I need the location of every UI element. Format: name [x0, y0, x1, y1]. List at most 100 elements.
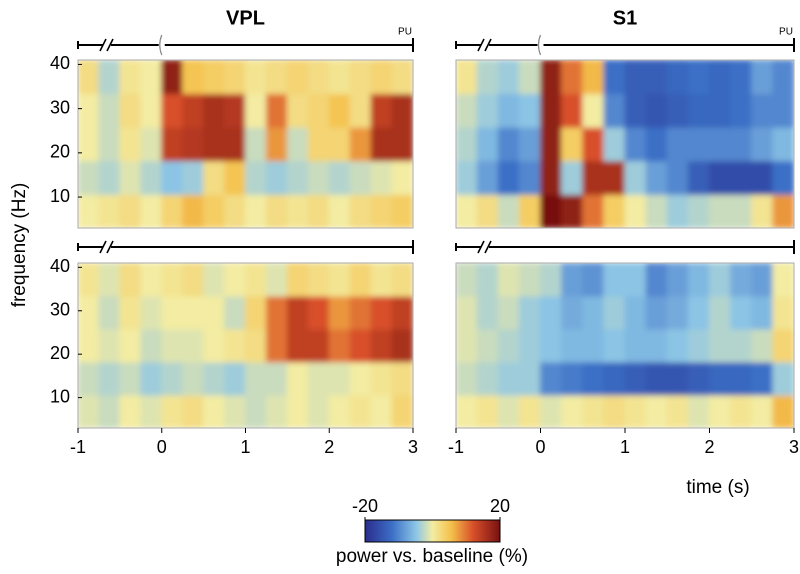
- colorbar: [364, 519, 501, 543]
- heatmap-cell: [561, 126, 584, 162]
- heatmap-cell: [203, 394, 226, 428]
- heatmap-cell: [666, 60, 689, 95]
- heatmap: [78, 60, 413, 228]
- heatmap-cell: [203, 328, 226, 363]
- heatmap-cell: [161, 295, 184, 330]
- heatmap-cell: [456, 60, 478, 95]
- heatmap-cell: [603, 328, 626, 363]
- heatmap-cell: [307, 126, 330, 162]
- heatmap-cell: [224, 328, 246, 363]
- heatmap-cell: [224, 93, 246, 128]
- heatmap-cell: [497, 93, 520, 128]
- heatmap-cell: [709, 361, 732, 396]
- heatmap-cell: [182, 328, 205, 363]
- heatmap-cell: [561, 263, 584, 297]
- heatmap-cell: [772, 328, 794, 363]
- heatmap-cell: [349, 394, 372, 428]
- heatmap-cell: [603, 295, 626, 330]
- heatmap-cell: [751, 160, 774, 195]
- heatmap-cell: [497, 263, 520, 297]
- heatmap-cell: [370, 394, 393, 428]
- break-mark: [477, 38, 492, 52]
- heatmap-cell: [328, 295, 351, 330]
- heatmap-cell: [78, 193, 100, 228]
- y-tick-label: 40: [50, 53, 70, 73]
- heatmap-cell: [476, 126, 499, 162]
- heatmap-cell: [751, 263, 774, 297]
- heatmap-cell: [666, 93, 689, 128]
- heatmap-cell: [456, 263, 478, 297]
- heatmap-cell: [687, 160, 710, 195]
- heatmap-cell: [497, 361, 520, 396]
- colorbar-label: power vs. baseline (%): [336, 546, 528, 567]
- heatmap-cell: [286, 295, 309, 330]
- heatmap-cell: [561, 295, 584, 330]
- heatmap-cell: [119, 361, 142, 396]
- onset-mark: [537, 34, 542, 56]
- heatmap-cell: [224, 60, 246, 95]
- heatmap-cell: [730, 328, 753, 363]
- heatmap-cell: [119, 93, 142, 128]
- heatmap-cell: [78, 295, 100, 330]
- heatmap-cell: [456, 126, 478, 162]
- heatmap: [78, 263, 413, 428]
- heatmap-cell: [140, 295, 163, 330]
- heatmap-cell: [370, 361, 393, 396]
- heatmap-cell: [98, 126, 121, 162]
- heatmap-cell: [603, 93, 626, 128]
- heatmap-cell: [245, 328, 267, 363]
- heatmap-cell: [203, 361, 226, 396]
- heatmap-cell: [497, 295, 520, 330]
- heatmap-cell: [391, 60, 413, 95]
- heatmap-cell: [561, 60, 584, 95]
- heatmap-cell: [751, 60, 774, 95]
- heatmap-cell: [391, 126, 413, 162]
- heatmap-cell: [518, 126, 541, 162]
- heatmap-cell: [456, 394, 478, 428]
- heatmap-cell: [119, 160, 142, 195]
- heatmap-cell: [456, 328, 478, 363]
- heatmap-cell: [751, 93, 774, 128]
- x-tick-label: 2: [324, 437, 334, 457]
- heatmap-cell: [307, 263, 330, 297]
- heatmap-cell: [497, 126, 520, 162]
- heatmap-cell: [772, 394, 794, 428]
- heatmap-cell: [497, 394, 520, 428]
- heatmap-cell: [391, 361, 413, 396]
- heatmap-cell: [456, 295, 478, 330]
- x-tick-label: 1: [620, 437, 630, 457]
- heatmap-cell: [98, 60, 121, 95]
- heatmap-cell: [98, 328, 121, 363]
- heatmap-cell: [687, 263, 710, 297]
- heatmap-cell: [603, 394, 626, 428]
- heatmap-cell: [645, 93, 668, 128]
- heatmap-cell: [203, 60, 226, 95]
- heatmap-cell: [666, 126, 689, 162]
- heatmap-cell: [286, 263, 309, 297]
- heatmap-cell: [772, 93, 794, 128]
- heatmap-cell: [561, 160, 584, 195]
- heatmap-cell: [730, 394, 753, 428]
- heatmap-cell: [540, 394, 563, 428]
- y-tick-label: 20: [50, 142, 70, 162]
- heatmap-cell: [518, 160, 541, 195]
- heatmap-cell: [582, 328, 605, 363]
- heatmap-cell: [265, 295, 288, 330]
- heatmap-cell: [328, 93, 351, 128]
- heatmap-cell: [265, 126, 288, 162]
- heatmap-cell: [624, 361, 647, 396]
- heatmap-cell: [140, 93, 163, 128]
- heatmap-cell: [540, 93, 563, 128]
- heatmap-cell: [645, 60, 668, 95]
- heatmap-cell: [687, 126, 710, 162]
- y-tick-label: 30: [50, 97, 70, 117]
- heatmap-cell: [540, 263, 563, 297]
- heatmap-cell: [772, 60, 794, 95]
- heatmap-cell: [730, 361, 753, 396]
- heatmap-cell: [645, 193, 668, 228]
- heatmap-cell: [730, 126, 753, 162]
- heatmap-cell: [582, 361, 605, 396]
- heatmap-cell: [772, 295, 794, 330]
- heatmap-cell: [245, 361, 267, 396]
